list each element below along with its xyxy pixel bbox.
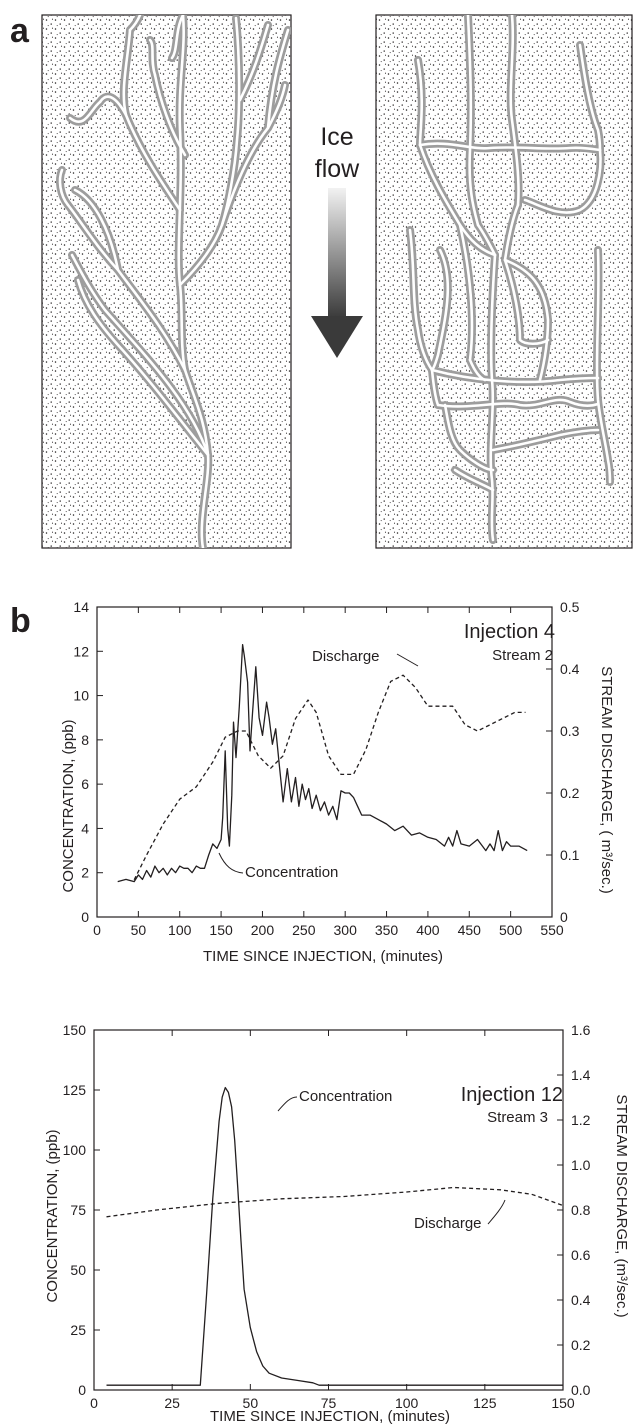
x-tick-label: 400 (416, 922, 440, 938)
chart2-ticks: 0 25 50 75 100 125 15002550751001251500.00.20.… (63, 1022, 591, 1411)
y2-tick-label: 0 (560, 909, 568, 925)
y2-tick-label: 0.2 (571, 1337, 591, 1353)
dendritic-channel-panel (41, 14, 292, 549)
dendritic-channels (56, 15, 291, 548)
plot-frame (96, 606, 553, 918)
series-concentration-line (106, 1086, 563, 1386)
x-tick-label: 75 (321, 1395, 337, 1411)
x-tick-label: 50 (243, 1395, 259, 1411)
y-tick-label: 6 (81, 776, 89, 792)
ice-flow-label-line1: Ice (320, 123, 353, 151)
chart2-subtitle: Stream 3 (487, 1109, 548, 1126)
linked-cavity-channels (406, 15, 614, 544)
chart2-concentration-leader (277, 1096, 298, 1112)
y2-tick-label: 0.2 (560, 785, 580, 801)
arrow-shaft (328, 188, 346, 318)
chart2-annotation-discharge: Discharge (414, 1215, 482, 1232)
panel-a-label: a (10, 12, 29, 50)
x-tick-label: 50 (131, 922, 147, 938)
chart1-subtitle: Stream 2 (492, 647, 553, 664)
y2-tick-label: 0.3 (560, 723, 580, 739)
x-tick-label: 125 (473, 1395, 497, 1411)
ice-flow-label-line2: flow (315, 155, 360, 183)
x-tick-label: 350 (375, 922, 399, 938)
x-tick-label: 100 (168, 922, 192, 938)
linked-cavity-channel-panel (375, 14, 633, 549)
chart2-ylabel: CONCENTRATION, (ppb) (44, 1129, 61, 1302)
y2-tick-label: 0.5 (560, 599, 580, 615)
x-tick-label: 200 (251, 922, 275, 938)
y-tick-label: 25 (70, 1322, 86, 1338)
y2-tick-label: 0.1 (560, 847, 580, 863)
chart-injection-4: 0 50 100 150 200 250 300 350 400 450 500 5500246810… (60, 599, 615, 965)
chart1-discharge-leader (396, 653, 419, 667)
chart1-xlabel: TIME SINCE INJECTION, (minutes) (203, 948, 443, 965)
chart2-y2label: STREAM DISCHARGE, (m³/sec.) (613, 1094, 630, 1317)
y2-tick-label: 1.0 (571, 1157, 591, 1173)
chart2-series (106, 1086, 564, 1386)
x-tick-label: 150 (551, 1395, 575, 1411)
y2-tick-label: 0.6 (571, 1247, 591, 1263)
arrow-head (311, 316, 363, 358)
chart1-ylabel: CONCENTRATION, (ppb) (60, 719, 77, 892)
chart2-annotation-concentration: Concentration (299, 1088, 392, 1105)
y-tick-label: 12 (73, 643, 89, 659)
y-tick-label: 150 (63, 1022, 87, 1038)
y-tick-label: 100 (63, 1142, 87, 1158)
y-tick-label: 14 (73, 599, 89, 615)
series-discharge-line (133, 674, 526, 881)
x-tick-label: 500 (499, 922, 523, 938)
x-tick-label: 25 (164, 1395, 180, 1411)
chart1-y2label: STREAM DISCHARGE, ( m³/sec.) (598, 666, 615, 894)
series-concentration-line (117, 643, 528, 883)
x-tick-label: 450 (458, 922, 482, 938)
x-tick-label: 0 (90, 1395, 98, 1411)
chart1-axes (96, 606, 553, 918)
chart1-annotation-concentration: Concentration (245, 864, 338, 881)
x-tick-label: 150 (209, 922, 233, 938)
chart-injection-12: 0 25 50 75 100 125 15002550751001251500.00.20.… (44, 1022, 630, 1425)
y-tick-label: 8 (81, 732, 89, 748)
x-tick-label: 250 (292, 922, 316, 938)
y2-tick-label: 0.4 (560, 661, 580, 677)
chart1-series (117, 643, 528, 883)
chart1-annotation-discharge: Discharge (312, 648, 380, 665)
x-tick-label: 300 (334, 922, 358, 938)
y2-tick-label: 0.0 (571, 1382, 591, 1398)
chart1-title: Injection 4 (464, 621, 555, 643)
y-tick-label: 75 (70, 1202, 86, 1218)
x-tick-label: 550 (540, 922, 564, 938)
chart1-concentration-leader (218, 852, 244, 874)
x-tick-label: 100 (395, 1395, 419, 1411)
y2-tick-label: 1.4 (571, 1067, 591, 1083)
chart2-xlabel: TIME SINCE INJECTION, (minutes) (210, 1408, 450, 1425)
x-tick-label: 0 (93, 922, 101, 938)
ice-flow-arrow: Ice flow (311, 123, 363, 358)
y-tick-label: 50 (70, 1262, 86, 1278)
panel-b-label: b (10, 602, 31, 640)
chart2-discharge-leader (487, 1199, 506, 1225)
y-tick-label: 125 (63, 1082, 87, 1098)
y-tick-label: 0 (81, 909, 89, 925)
series-discharge-line (106, 1186, 564, 1218)
channel-network-diagram: Ice flow (41, 14, 633, 549)
y2-tick-label: 1.2 (571, 1112, 591, 1128)
y2-tick-label: 0.8 (571, 1202, 591, 1218)
y-tick-label: 2 (81, 865, 89, 881)
chart1-ticks: 0 50 100 150 200 250 300 350 400 450 500 5500246810… (73, 599, 579, 938)
y-tick-label: 0 (78, 1382, 86, 1398)
y-tick-label: 10 (73, 688, 89, 704)
chart2-title: Injection 12 (461, 1084, 563, 1106)
y-tick-label: 4 (81, 820, 89, 836)
y2-tick-label: 0.4 (571, 1292, 591, 1308)
y2-tick-label: 1.6 (571, 1022, 591, 1038)
